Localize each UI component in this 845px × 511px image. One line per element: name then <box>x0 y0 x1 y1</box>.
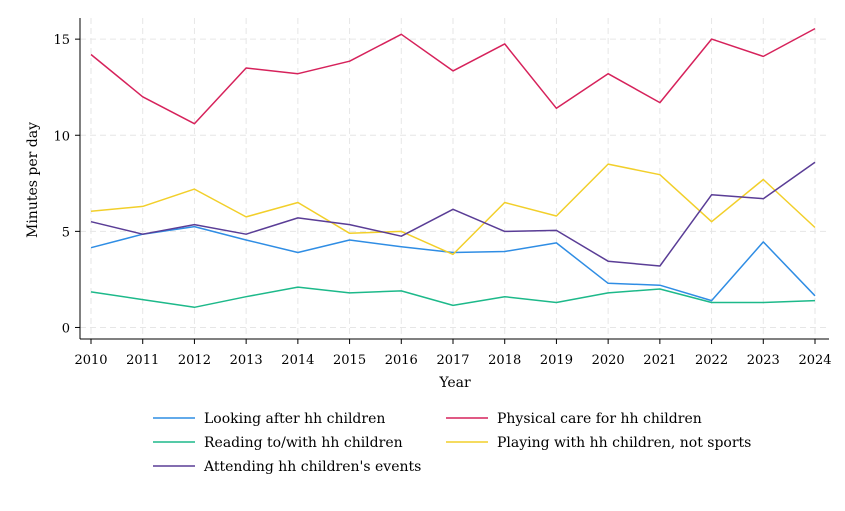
legend-item: Reading to/with hh children <box>153 435 403 451</box>
x-tick-label: 2018 <box>488 353 521 368</box>
series-line-5 <box>90 161 816 267</box>
legend-label: Playing with hh children, not sports <box>497 435 751 451</box>
legend-item: Physical care for hh children <box>446 411 702 427</box>
x-tick-label: 2012 <box>178 353 211 368</box>
series-lines <box>90 27 816 309</box>
legend-item: Attending hh children's events <box>153 459 421 475</box>
series-line-1 <box>90 225 816 302</box>
x-axis-title: Year <box>438 375 471 391</box>
x-tick-label: 2019 <box>540 353 573 368</box>
x-tick-label: 2011 <box>126 353 159 368</box>
y-ticks: 0 5 10 15 <box>53 33 80 336</box>
x-tick-label: 2015 <box>333 353 366 368</box>
legend-label: Reading to/with hh children <box>204 435 403 451</box>
legend-label: Physical care for hh children <box>497 411 702 427</box>
y-tick-label: 15 <box>53 33 70 48</box>
legend-item: Looking after hh children <box>153 411 385 427</box>
x-tick-label: 2020 <box>592 353 625 368</box>
series-line-3 <box>90 286 816 309</box>
axes <box>79 18 829 340</box>
x-tick-label: 2021 <box>643 353 676 368</box>
gridlines <box>80 18 829 339</box>
x-tick-label: 2017 <box>436 353 469 368</box>
x-tick-label: 2022 <box>695 353 728 368</box>
series-line-4 <box>90 163 816 256</box>
x-ticks: 2010 2011 2012 2013 2014 2015 2016 2017 2018 2019… <box>74 339 832 368</box>
series-line-2 <box>90 27 816 125</box>
y-tick-label: 10 <box>53 129 70 144</box>
legend-item: Playing with hh children, not sports <box>446 435 751 451</box>
x-tick-label: 2013 <box>230 353 263 368</box>
x-tick-label: 2024 <box>798 353 831 368</box>
legend-label: Looking after hh children <box>204 411 385 427</box>
y-axis-title: Minutes per day <box>25 122 41 238</box>
legend-label: Attending hh children's events <box>203 459 421 475</box>
legend: Looking after hh children Physical care f… <box>153 411 751 475</box>
y-tick-label: 5 <box>62 225 70 240</box>
x-tick-label: 2010 <box>74 353 107 368</box>
y-tick-label: 0 <box>62 321 70 336</box>
x-tick-label: 2014 <box>281 353 314 368</box>
x-tick-label: 2023 <box>747 353 780 368</box>
x-tick-label: 2016 <box>385 353 418 368</box>
